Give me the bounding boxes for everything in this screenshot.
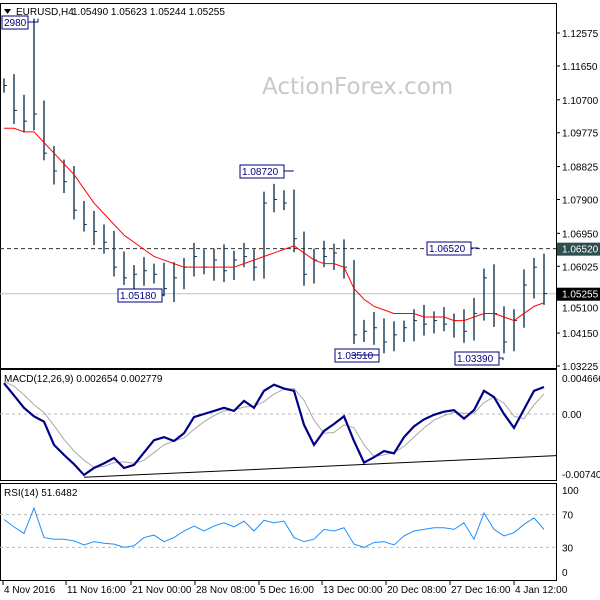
price-label: 1.06520 [429,244,466,255]
price-tick-label: 1.12575 [562,29,599,40]
ohlc-values: 1.05490 1.05623 1.05244 1.05255 [72,7,225,18]
price-tick-label: 1.03225 [562,362,599,373]
current-price-badge [557,287,600,301]
price-label-leader [471,247,479,249]
price-label: 1.05180 [120,291,157,302]
time-tick-label: 27 Dec 16:00 [451,585,511,596]
rsi-tick-label: 0 [562,568,568,579]
rsi-panel [0,483,557,581]
price-label-leader [351,354,379,356]
price-tick-label: 1.04150 [562,329,599,340]
rsi-tick-label: 70 [562,511,574,522]
macd-trendline [83,455,557,478]
symbol-label: EURUSD,H4 [16,7,74,18]
price-tick-label: 1.05100 [562,304,599,315]
time-tick-label: 13 Dec 00:00 [323,585,383,596]
collapse-triangle-icon[interactable] [4,9,11,14]
rsi-tick-label: 30 [562,543,574,554]
rsi-line [3,506,545,548]
time-tick-label: 21 Nov 00:00 [132,585,192,596]
price-label: 2980 [4,18,27,29]
level-price-badge-label: 1.06520 [562,245,599,256]
price-label-leader [499,357,504,361]
macd-tick-label: -0.007406 [562,470,600,481]
time-tick-label: 5 Dec 16:00 [260,585,314,596]
macd-panel [0,369,557,481]
time-tick-label: 11 Nov 16:00 [67,585,126,596]
price-label: 1.03390 [457,354,494,365]
price-tick-label: 1.11650 [562,62,598,73]
macd-tick-label: 0.004666 [562,374,600,385]
moving-average-line [4,127,545,322]
price-label: 1.03510 [337,351,374,362]
price-label: 1.08720 [242,167,279,178]
watermark: ActionForex.com [262,74,453,100]
current-price-badge-label: 1.05255 [562,290,599,301]
price-tick-label: 1.08825 [562,163,599,174]
macd-line [3,382,545,477]
price-tick-label: 1.06950 [562,229,599,240]
price-label-leader [28,18,39,23]
price-label-leader [162,294,165,297]
time-tick-label: 4 Nov 2016 [4,585,56,596]
macd-signal-line [3,381,545,468]
level-price-badge [557,242,600,256]
price-panel [0,3,557,369]
time-tick-label: 28 Nov 08:00 [196,585,256,596]
price-tick-label: 1.09775 [562,129,599,140]
price-label-leader [284,170,294,172]
macd-title: MACD(12,26,9) 0.002654 0.002779 [4,374,163,385]
rsi-title: RSI(14) 51.6482 [4,488,78,499]
price-tick-label: 1.10700 [562,96,599,107]
price-tick-label: 1.07900 [562,196,599,207]
rsi-tick-label: 100 [562,486,579,497]
time-tick-label: 20 Dec 08:00 [387,585,447,596]
time-tick-label: 4 Jan 12:00 [515,585,568,596]
macd-tick-label: 0.00 [562,410,582,421]
price-tick-label: 1.06025 [562,262,599,273]
